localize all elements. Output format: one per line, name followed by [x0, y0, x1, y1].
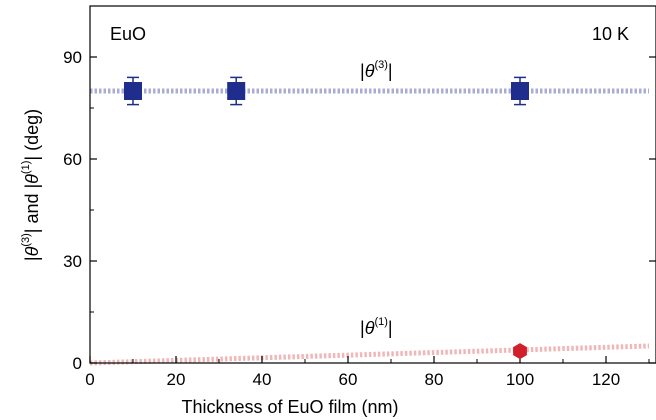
plot-frame [90, 6, 656, 363]
y-axis-title: |θ(3)| and |θ(1)| (deg) [20, 109, 42, 261]
y-tick-label: 60 [63, 150, 82, 169]
x-axis: 0 20 40 60 80 100 120 [85, 356, 649, 389]
x-tick-label: 60 [339, 370, 358, 389]
data-points [124, 77, 529, 359]
x-axis-title: Thickness of EuO film (nm) [181, 397, 398, 417]
guide-line-2 [90, 346, 649, 363]
series-label-theta3: |θ(3)| [360, 59, 393, 81]
x-tick-label: 20 [167, 370, 186, 389]
y-tick-label: 30 [63, 252, 82, 271]
annotation-material: EuO [110, 24, 146, 44]
x-tick-label: 0 [85, 370, 94, 389]
y-tick-label: 90 [63, 48, 82, 67]
x-tick-label: 100 [506, 370, 534, 389]
x-tick-label: 40 [253, 370, 272, 389]
series-label-theta1: |θ(1)| [360, 316, 393, 338]
x-tick-label: 80 [425, 370, 444, 389]
data-point-square [124, 82, 142, 100]
data-point-hexagon [513, 343, 527, 359]
data-point-square [511, 82, 529, 100]
y-tick-label: 0 [73, 354, 82, 373]
annotation-temperature: 10 K [592, 24, 629, 44]
x-tick-label: 120 [592, 370, 620, 389]
data-point-square [227, 82, 245, 100]
